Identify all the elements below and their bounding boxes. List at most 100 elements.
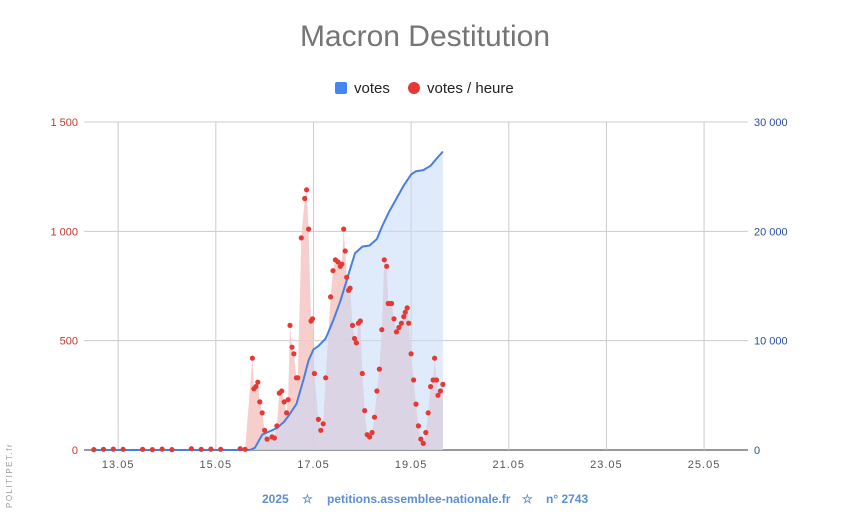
votes-per-hour-point [198, 446, 204, 452]
footer-number: n° 2743 [546, 492, 588, 506]
y-left-tick-label: 500 [60, 336, 78, 348]
votes-per-hour-point [295, 375, 301, 381]
y-axis-right: 0 10 000 20 000 30 000 [754, 117, 788, 457]
footer: 2025 ☆ petitions.assemblee-nationale.fr … [262, 492, 588, 506]
legend-label-votes-per-hour: votes / heure [427, 80, 514, 97]
footer-star-1: ☆ [302, 492, 313, 506]
votes-per-hour-point [257, 399, 263, 405]
x-tick-label: 25.05 [688, 459, 721, 471]
votes-per-hour-point [255, 379, 261, 385]
votes-per-hour-point [376, 366, 382, 372]
votes-per-hour-point [401, 314, 407, 320]
votes-area-path [93, 151, 443, 450]
x-axis: 13.05 15.05 17.05 19.05 21.05 23.05 25.05 [102, 459, 721, 471]
y-axis-left: 0 500 1 000 1 500 [50, 117, 78, 457]
votes-per-hour-point [298, 235, 304, 241]
votes-per-hour-point [362, 408, 368, 414]
y-left-tick-label: 0 [72, 445, 78, 457]
y-left-tick-label: 1 500 [50, 117, 78, 129]
votes-per-hour-point [285, 397, 291, 403]
votes-per-hour-point [381, 257, 387, 263]
votes-per-hour-point [306, 226, 312, 232]
votes-per-hour-point [159, 446, 165, 452]
votes-per-hour-point [440, 381, 446, 387]
votes-per-hour-point [304, 187, 310, 193]
votes-per-hour-point [402, 309, 408, 315]
votes-per-hour-point [374, 388, 380, 394]
x-tick-label: 13.05 [102, 459, 135, 471]
votes-per-hour-point [249, 355, 255, 361]
votes-per-hour-point [393, 329, 400, 335]
votes-per-hour-point [320, 421, 326, 427]
y-right-tick-label: 30 000 [754, 117, 788, 129]
votes-per-hour-point [311, 370, 317, 377]
votes-per-hour-point [274, 423, 280, 429]
votes-per-hour-point [353, 340, 359, 346]
legend: votes votes / heure [335, 80, 514, 97]
votes-per-hour-point [437, 388, 443, 394]
votes-area [93, 151, 443, 450]
footer-year: 2025 [262, 492, 289, 506]
votes-per-hour-point [253, 384, 259, 390]
footer-site: petitions.assemblee-nationale.fr [327, 492, 511, 506]
votes-per-hour-point [339, 261, 345, 267]
votes-per-hour-point [428, 384, 434, 390]
legend-marker-votes [335, 82, 347, 94]
votes-per-hour-point [315, 416, 321, 422]
votes-per-hour-point [342, 248, 348, 254]
votes-per-hour-point [271, 435, 277, 441]
votes-per-hour-point [302, 195, 308, 202]
votes-per-hour-point [379, 327, 385, 333]
votes-per-hour-point [323, 375, 329, 381]
x-tick-label: 19.05 [395, 459, 428, 471]
votes-per-hour-point [335, 259, 341, 265]
votes-per-hour-point [408, 351, 414, 357]
votes-per-hour-point [396, 324, 402, 331]
votes-per-hour-point [432, 355, 438, 361]
votes-per-hour-point [415, 423, 421, 429]
votes-per-hour-point [357, 318, 363, 324]
votes-per-hour-point [347, 285, 353, 291]
votes-per-hour-point [110, 446, 116, 452]
votes-per-hour-point [406, 320, 412, 326]
votes-per-hour-point [341, 226, 347, 232]
votes-per-hour-point [404, 305, 410, 311]
votes-per-hour-point [411, 377, 417, 383]
votes-per-hour-point [328, 294, 334, 300]
votes-per-hour-point [169, 447, 175, 453]
votes-per-hour-points [91, 187, 446, 453]
y-right-tick-label: 0 [754, 445, 760, 457]
legend-marker-votes-per-hour [408, 82, 420, 94]
votes-per-hour-point [398, 320, 404, 326]
votes-per-hour-point [418, 436, 424, 442]
votes-per-hour-point [289, 344, 295, 350]
votes-per-hour-point [413, 401, 419, 407]
x-tick-label: 17.05 [297, 459, 330, 471]
x-tick-label: 15.05 [200, 459, 233, 471]
votes-per-hour-point [384, 263, 390, 269]
votes-per-hour-point [371, 414, 378, 420]
y-left-tick-label: 1 000 [50, 226, 78, 238]
votes-per-hour-point [149, 447, 155, 453]
votes-per-hour-point [425, 410, 431, 416]
votes-per-hour-point [264, 436, 270, 442]
x-tick-label: 23.05 [590, 459, 623, 471]
votes-per-hour-point [423, 429, 429, 436]
votes-per-hour-point [369, 429, 375, 436]
votes-per-hour-point [433, 377, 440, 383]
votes-per-hour-point [309, 316, 316, 322]
votes-per-hour-point [262, 427, 268, 433]
votes-per-hour-point [435, 392, 441, 398]
footer-star-2: ☆ [522, 492, 533, 506]
votes-per-hour-point [242, 446, 248, 452]
votes-per-hour-point [318, 427, 324, 433]
votes-per-hour-point [344, 274, 350, 280]
votes-per-hour-point [287, 322, 293, 328]
legend-label-votes: votes [354, 80, 390, 97]
votes-per-hour-point [330, 268, 336, 274]
votes-per-hour-point [389, 300, 395, 307]
votes-per-hour-point [349, 322, 356, 328]
watermark: POLITIPET.fr [5, 443, 14, 508]
votes-per-hour-point [218, 446, 224, 452]
